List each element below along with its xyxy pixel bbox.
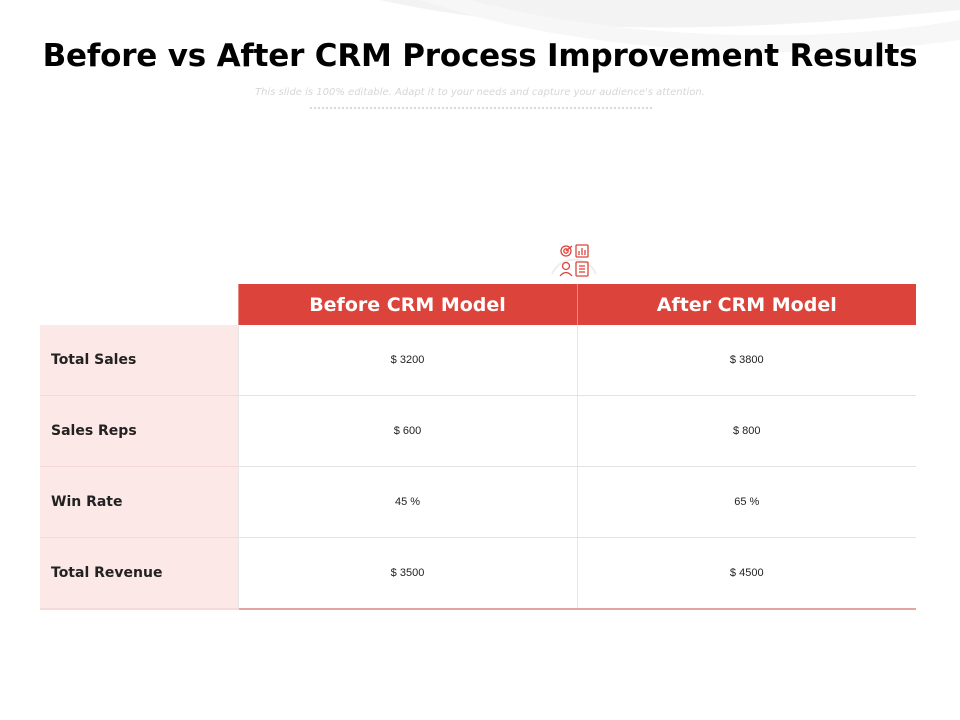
before-value: $ 3200: [237, 325, 577, 396]
row-label: Sales Reps: [40, 395, 238, 467]
table-row: Total Revenue $ 3500 $ 4500: [40, 537, 916, 610]
after-value: $ 800: [576, 395, 916, 467]
header-corner: [40, 284, 238, 325]
background-swoosh: [380, 0, 960, 52]
before-value: $ 600: [237, 395, 577, 467]
after-value: 65 %: [576, 466, 916, 538]
slide-subtitle: This slide is 100% editable. Adapt it to…: [255, 87, 705, 98]
before-value: 45 %: [237, 466, 577, 538]
comparison-table: Before CRM Model After CRM Model Total S…: [40, 284, 916, 610]
crm-analytics-icon: [546, 236, 602, 284]
after-value: $ 4500: [576, 537, 916, 610]
table-row: Total Sales $ 3200 $ 3800: [40, 325, 916, 396]
row-label: Win Rate: [40, 466, 238, 538]
table-row: Win Rate 45 % 65 %: [40, 466, 916, 538]
row-label: Total Revenue: [40, 537, 238, 610]
header-after: After CRM Model: [576, 284, 916, 325]
table-header-row: Before CRM Model After CRM Model: [40, 284, 916, 325]
row-label: Total Sales: [40, 325, 238, 396]
after-value: $ 3800: [576, 325, 916, 396]
header-before: Before CRM Model: [237, 284, 577, 325]
before-value: $ 3500: [237, 537, 577, 610]
subtitle-divider: [310, 107, 652, 109]
table-row: Sales Reps $ 600 $ 800: [40, 395, 916, 467]
slide-title: Before vs After CRM Process Improvement …: [42, 38, 918, 74]
